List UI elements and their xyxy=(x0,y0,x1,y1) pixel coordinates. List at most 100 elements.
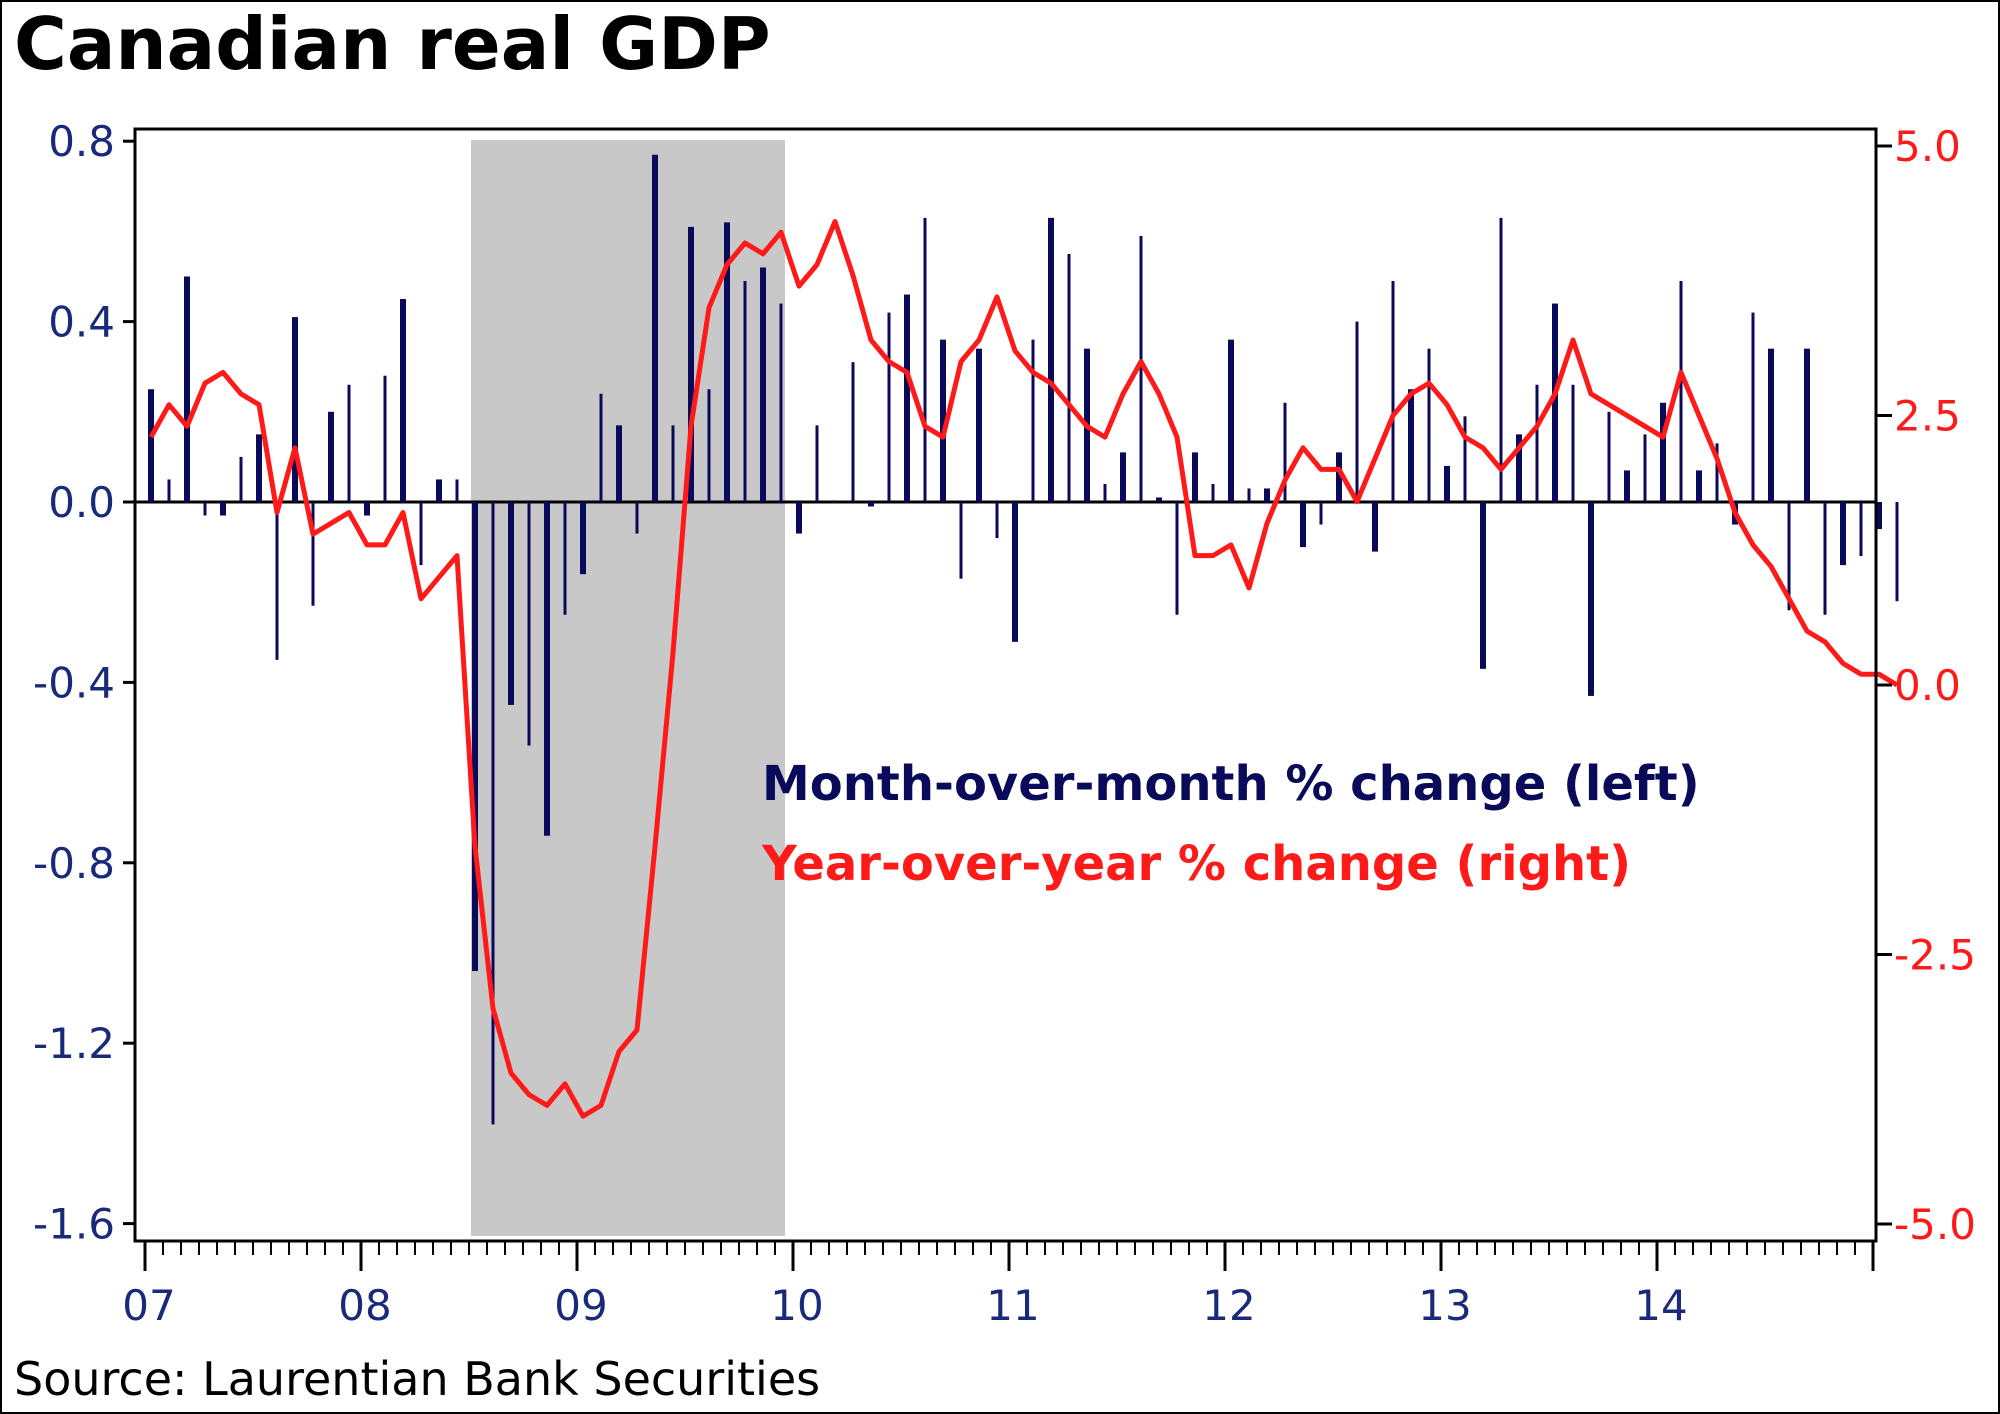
mom-bar xyxy=(184,276,190,502)
mom-bar xyxy=(1031,339,1035,502)
mom-bar xyxy=(832,502,838,503)
mom-bar xyxy=(635,502,639,534)
mom-bar xyxy=(419,502,423,566)
mom-bar xyxy=(1679,281,1683,502)
x-tick-label: 08 xyxy=(338,1281,391,1330)
mom-bar xyxy=(1372,502,1378,552)
mom-bar xyxy=(1660,402,1666,502)
left-tick-label: 0.4 xyxy=(48,298,115,347)
mom-bar xyxy=(1571,384,1575,502)
mom-bar xyxy=(1876,502,1882,530)
mom-bar xyxy=(1751,312,1755,502)
x-tick-label: 12 xyxy=(1202,1281,1255,1330)
left-tick-label: 0.8 xyxy=(48,117,115,166)
mom-bar xyxy=(923,217,927,502)
mom-bar xyxy=(491,502,495,1125)
mom-bar xyxy=(1012,502,1018,642)
mom-bar xyxy=(1643,434,1647,502)
mom-bar xyxy=(1516,434,1522,502)
mom-bar xyxy=(851,362,855,502)
mom-bar xyxy=(203,502,207,516)
mom-bar xyxy=(256,434,262,502)
mom-bar xyxy=(1264,488,1270,502)
mom-bar xyxy=(364,502,370,516)
legend-yoy: Year-over-year % change (right) xyxy=(761,836,1631,892)
mom-bar xyxy=(1120,452,1126,502)
mom-bar xyxy=(1156,497,1162,502)
x-tick-label: 09 xyxy=(554,1281,607,1330)
mom-bar xyxy=(995,502,999,539)
mom-bar xyxy=(959,502,963,579)
mom-bar xyxy=(652,154,658,503)
mom-bar xyxy=(724,222,730,502)
chart-source: Source: Laurentian Bank Securities xyxy=(14,1352,821,1406)
mom-bar xyxy=(1840,502,1846,566)
mom-bar xyxy=(508,502,514,705)
mom-bar xyxy=(1804,348,1810,502)
mom-bar xyxy=(1427,348,1431,502)
mom-bar xyxy=(1175,502,1179,615)
mom-bar xyxy=(239,456,243,502)
chart-title: Canadian real GDP xyxy=(14,2,771,86)
mom-bar xyxy=(1139,235,1143,502)
mom-bar xyxy=(1535,384,1539,502)
mom-bar xyxy=(1499,217,1503,502)
mom-bar xyxy=(1588,502,1594,696)
x-tick-label: 11 xyxy=(986,1281,1039,1330)
mom-bar xyxy=(1823,502,1827,615)
mom-bar xyxy=(760,267,766,502)
mom-bar xyxy=(1355,321,1359,502)
mom-bar xyxy=(1895,502,1899,602)
mom-bar xyxy=(887,312,891,502)
mom-bar xyxy=(1408,389,1414,502)
left-tick-label: -1.6 xyxy=(33,1200,115,1249)
mom-bar xyxy=(1336,452,1342,502)
mom-bar xyxy=(292,317,298,502)
left-tick-label: -1.2 xyxy=(33,1019,115,1068)
mom-bar xyxy=(707,389,711,502)
mom-bar xyxy=(940,339,946,502)
mom-bar xyxy=(527,502,531,746)
mom-bar xyxy=(436,479,442,502)
x-tick-label: 13 xyxy=(1418,1281,1471,1330)
mom-bar xyxy=(1319,502,1323,525)
mom-bar xyxy=(1607,411,1611,502)
mom-bar xyxy=(1048,217,1054,502)
mom-bar xyxy=(1768,348,1774,502)
mom-bar xyxy=(1787,502,1791,611)
mom-bar xyxy=(347,384,351,502)
mom-bar xyxy=(220,502,226,516)
mom-bar xyxy=(743,281,747,502)
mom-bar xyxy=(328,411,334,502)
mom-bar xyxy=(1300,502,1306,548)
mom-bar xyxy=(1103,483,1107,502)
right-tick-label: 5.0 xyxy=(1894,122,1961,171)
mom-bar xyxy=(1480,502,1486,669)
mom-bar xyxy=(544,502,550,836)
mom-bar xyxy=(472,502,478,972)
mom-bars-group xyxy=(148,154,1899,1125)
mom-bar xyxy=(671,425,675,502)
mom-bar xyxy=(167,479,171,502)
mom-bar xyxy=(383,375,387,502)
mom-bar xyxy=(779,303,783,502)
x-tick-label: 10 xyxy=(770,1281,823,1330)
mom-bar xyxy=(688,226,694,502)
mom-bar xyxy=(1067,253,1071,502)
mom-bar xyxy=(1715,443,1719,502)
mom-bar xyxy=(1696,470,1702,502)
mom-bar xyxy=(148,389,154,502)
mom-bar xyxy=(976,348,982,502)
mom-bar xyxy=(1859,502,1863,557)
x-tick-label: 14 xyxy=(1634,1281,1687,1330)
mom-bar xyxy=(563,502,567,615)
mom-bar xyxy=(455,479,459,502)
mom-bar xyxy=(815,425,819,502)
plot-border xyxy=(133,127,1878,1243)
right-tick-label: -2.5 xyxy=(1894,931,1976,980)
mom-bar xyxy=(868,502,874,507)
mom-bar xyxy=(1247,488,1251,502)
mom-bar xyxy=(1192,452,1198,502)
